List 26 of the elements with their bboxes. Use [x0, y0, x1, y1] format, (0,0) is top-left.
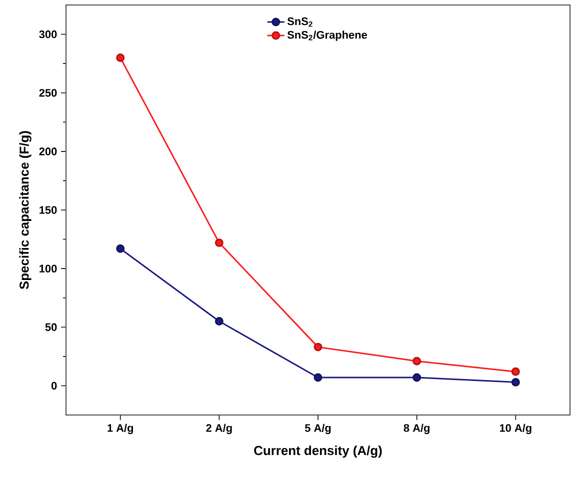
point	[116, 53, 125, 62]
point	[511, 367, 520, 376]
y-tick-label: 100	[40, 264, 57, 272]
y-tick-label: 150	[40, 206, 57, 214]
point	[314, 373, 322, 382]
x-tick-label: 10 A/g	[500, 424, 532, 434]
y-tick-label: 50	[45, 323, 57, 332]
y-axis-title: Specific capacitance (F/g)	[19, 131, 32, 290]
point	[412, 356, 422, 366]
x-tick-label: 8 A/g	[404, 424, 430, 434]
point	[314, 342, 322, 352]
x-axis-title: Current density (A/g)	[254, 446, 382, 458]
point	[214, 238, 224, 248]
point	[511, 378, 520, 386]
x-tick-label: 1 A/g	[108, 424, 133, 434]
y-tick-label: 250	[39, 88, 57, 97]
point	[116, 244, 125, 253]
y-tick-label: 0	[52, 382, 57, 390]
legend-label: SnS$_{2}$/Graphene	[287, 30, 368, 41]
y-tick-label: 300	[39, 30, 57, 38]
point	[214, 317, 224, 326]
x-tick-label: 5 A/g	[304, 424, 331, 434]
x-tick-label: 2 A/g	[206, 424, 232, 434]
point	[412, 373, 422, 382]
y-tick-label: 200	[39, 148, 57, 156]
legend-label: SnS$_{2}$	[287, 17, 312, 27]
